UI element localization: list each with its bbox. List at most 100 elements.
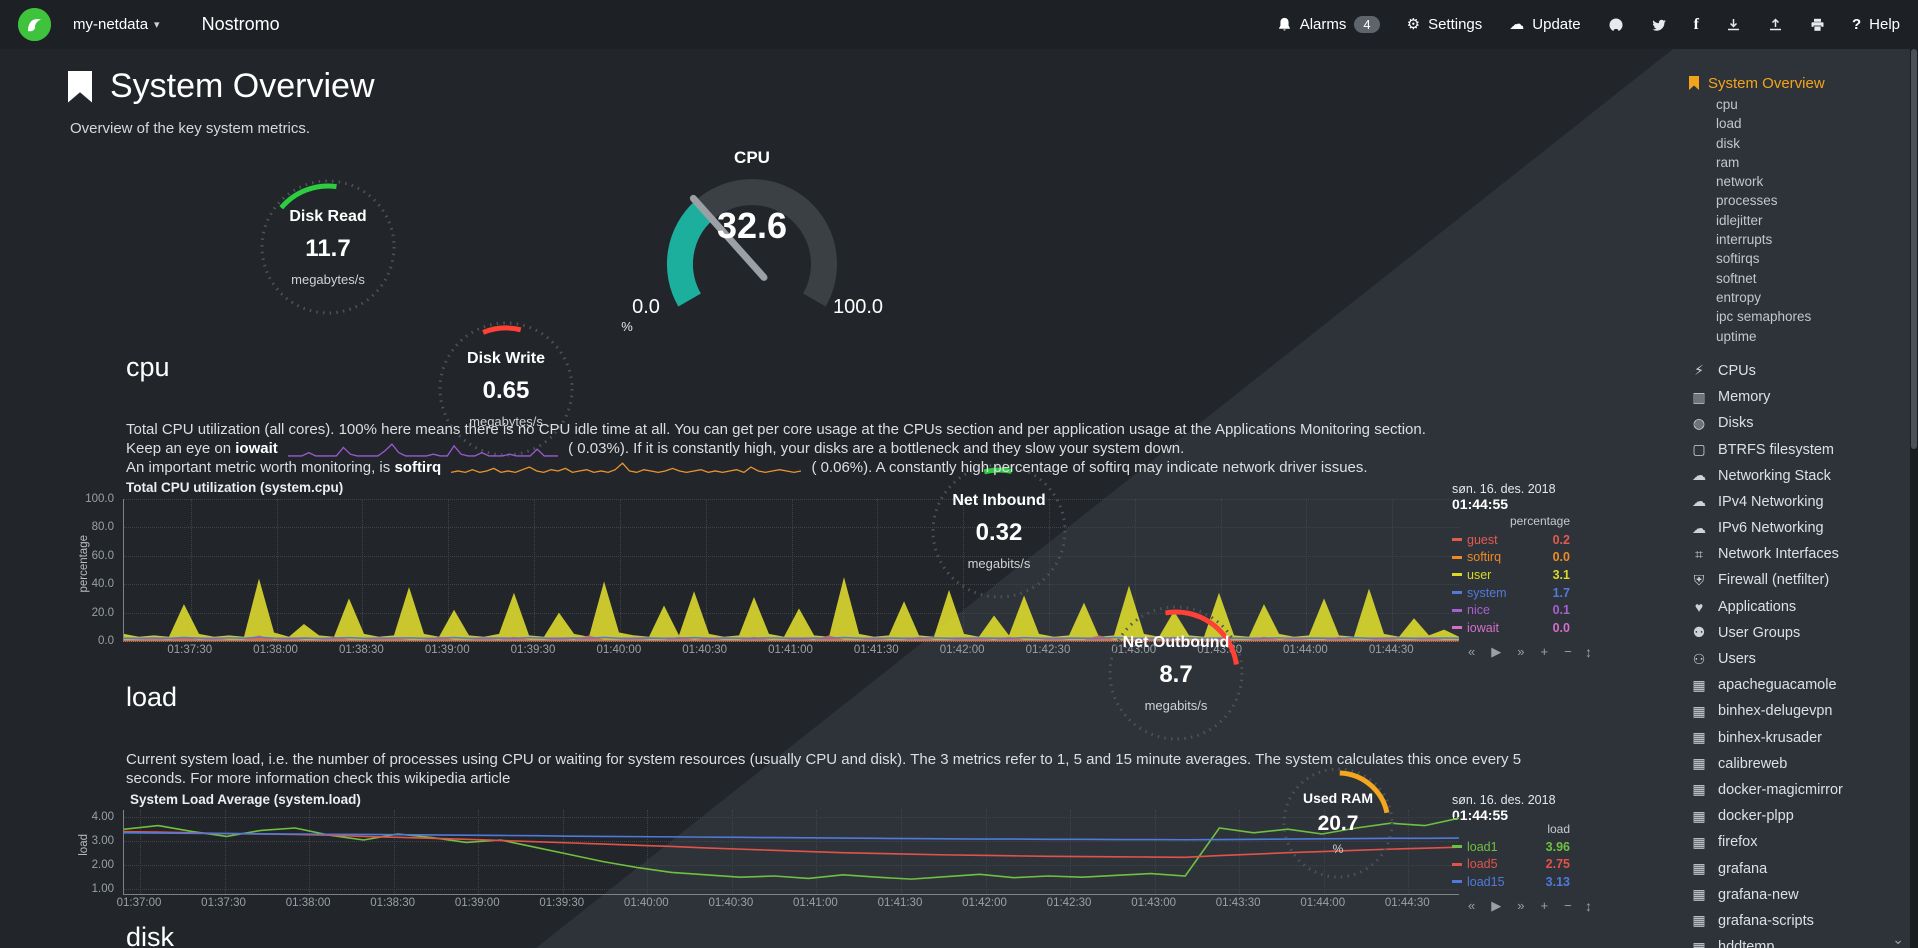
cloud-icon: ☁ xyxy=(1692,519,1706,536)
help-button[interactable]: ? Help xyxy=(1852,16,1900,33)
chart-pan-left-button[interactable]: « xyxy=(1468,898,1476,913)
iowait-sparkline[interactable] xyxy=(288,442,558,457)
sidebar-subitem-processes[interactable]: processes xyxy=(1716,193,1778,209)
sidebar-subitem-softirqs[interactable]: softirqs xyxy=(1716,251,1760,267)
netdata-logo[interactable] xyxy=(18,8,51,41)
sidebar-item-label: BTRFS filesystem xyxy=(1718,441,1835,458)
scrollbar-thumb[interactable] xyxy=(1911,49,1917,449)
legend-item-nice[interactable]: nice 0.1 xyxy=(1452,601,1570,619)
sidebar-subitem-entropy[interactable]: entropy xyxy=(1716,289,1762,305)
gauge-title: Disk Write xyxy=(467,349,545,367)
x-tick-label: 01:38:30 xyxy=(339,644,384,656)
chart-play-button[interactable]: ▶ xyxy=(1491,644,1502,659)
chart-yaxis: 100.0 80.0 60.0 40.0 20.0 0.0 xyxy=(58,493,114,647)
sidebar-item-binhex-krusader[interactable]: ▦ binhex-krusader xyxy=(1689,724,1910,750)
sidebar-subitem-softnet[interactable]: softnet xyxy=(1716,270,1757,286)
page-subtitle: Overview of the key system metrics. xyxy=(70,120,311,137)
sidebar-item-user-groups[interactable]: ⚉ User Groups xyxy=(1689,620,1910,646)
legend-item-load15[interactable]: load15 3.13 xyxy=(1452,873,1570,891)
sidebar-item-firefox[interactable]: ▦ firefox xyxy=(1689,829,1910,855)
legend-value: 3.13 xyxy=(1545,874,1570,889)
sidebar-item-system-overview[interactable]: System Overview xyxy=(1689,71,1910,95)
sidebar-subitem-load[interactable]: load xyxy=(1716,116,1742,132)
sidebar-item-ipv4-networking[interactable]: ☁ IPv4 Networking xyxy=(1689,489,1910,515)
sidebar-item-docker-magicmirror[interactable]: ▦ docker-magicmirror xyxy=(1689,777,1910,803)
sidebar-subitem-interrupts[interactable]: interrupts xyxy=(1716,232,1773,248)
chart-play-button[interactable]: ▶ xyxy=(1491,898,1502,913)
gauge-value: 11.7 xyxy=(305,234,351,262)
chart-zoom-out-button[interactable]: − xyxy=(1564,898,1572,913)
sidebar-item-grafana-scripts[interactable]: ▦ grafana-scripts xyxy=(1689,908,1910,934)
gauge-used-ram[interactable]: Used RAM 20.7 % xyxy=(1279,764,1397,882)
legend-item-system[interactable]: system 1.7 xyxy=(1452,584,1570,602)
gauge-disk-write[interactable]: Disk Write 0.65 megabytes/s xyxy=(435,318,577,460)
legend-item-load1[interactable]: load1 3.96 xyxy=(1452,838,1570,856)
sidebar-item-networking-stack[interactable]: ☁ Networking Stack xyxy=(1689,463,1910,489)
twitter-icon[interactable] xyxy=(1651,18,1667,32)
sidebar-subitem-ipc-semaphores[interactable]: ipc semaphores xyxy=(1716,309,1812,325)
sidebar-item-label: Network Interfaces xyxy=(1718,546,1839,563)
sidebar-item-hddtemp[interactable]: ▦ hddtemp xyxy=(1689,934,1910,948)
chart-pan-left-button[interactable]: « xyxy=(1468,644,1476,659)
chart-zoom-in-button[interactable]: + xyxy=(1540,644,1549,659)
x-tick-label: 01:43:00 xyxy=(1111,644,1157,656)
chart-pan-right-button[interactable]: » xyxy=(1517,644,1525,659)
cpu-gauge-title: CPU xyxy=(734,148,770,167)
chart-resize-handle[interactable]: ↕ xyxy=(1585,898,1592,914)
sidebar-item-grafana-new[interactable]: ▦ grafana-new xyxy=(1689,882,1910,908)
sidebar-subitem-idlejitter[interactable]: idlejitter xyxy=(1716,212,1763,228)
sidebar-scroll-chevron-icon[interactable]: ⌄ xyxy=(1892,931,1904,947)
download-snapshot-icon[interactable] xyxy=(1726,18,1741,32)
gear-icon: ⚙ xyxy=(1406,16,1421,33)
legend-item-softirq[interactable]: softirq 0.0 xyxy=(1452,549,1570,567)
legend-item-iowait[interactable]: iowait 0.0 xyxy=(1452,619,1570,637)
facebook-icon[interactable]: f xyxy=(1693,15,1699,33)
sidebar-item-disks[interactable]: ◍ Disks xyxy=(1689,410,1910,436)
alarms-button[interactable]: Alarms 4 xyxy=(1277,16,1380,33)
legend-item-guest[interactable]: guest 0.2 xyxy=(1452,531,1570,549)
sidebar-subitem-network[interactable]: network xyxy=(1716,174,1764,190)
load-chart-plot[interactable] xyxy=(123,810,1459,895)
chart-zoom-out-button[interactable]: − xyxy=(1564,644,1572,659)
settings-button[interactable]: ⚙ Settings xyxy=(1407,16,1483,33)
chart-pan-right-button[interactable]: » xyxy=(1517,898,1525,913)
sidebar-item-network-interfaces[interactable]: ⌗ Network Interfaces xyxy=(1689,541,1910,567)
chart-zoom-in-button[interactable]: + xyxy=(1540,898,1549,913)
cpu-gauge[interactable] xyxy=(622,164,882,314)
page-title: System Overview xyxy=(68,67,375,106)
chart-resize-handle[interactable]: ↕ xyxy=(1585,644,1592,660)
x-tick-label: 01:39:00 xyxy=(454,897,500,909)
sidebar-item-users[interactable]: ⚇ Users xyxy=(1689,646,1910,672)
update-button[interactable]: ☁ Update xyxy=(1509,16,1580,33)
sidebar-item-calibreweb[interactable]: ▦ calibreweb xyxy=(1689,751,1910,777)
sidebar-subitem-ram[interactable]: ram xyxy=(1716,154,1740,170)
cpu-gauge-max: 100.0 xyxy=(832,296,884,318)
softirq-sparkline[interactable] xyxy=(451,461,801,476)
bookmark-icon[interactable] xyxy=(68,70,92,103)
legend-item-user[interactable]: user 3.1 xyxy=(1452,566,1570,584)
sidebar-item-binhex-delugevpn[interactable]: ▦ binhex-delugevpn xyxy=(1689,698,1910,724)
sidebar-item-grafana[interactable]: ▦ grafana xyxy=(1689,855,1910,881)
upload-snapshot-icon[interactable] xyxy=(1768,17,1783,32)
github-icon[interactable] xyxy=(1608,17,1624,33)
sidebar-item-cpus[interactable]: ⚡ CPUs xyxy=(1689,358,1910,384)
sidebar-item-label: hddtemp xyxy=(1718,939,1775,948)
my-netdata-dropdown[interactable]: my-netdata ▾ xyxy=(73,16,160,33)
cpu-chart-plot[interactable] xyxy=(123,499,1459,642)
legend-item-load5[interactable]: load5 2.75 xyxy=(1452,856,1570,874)
gauge-disk-read[interactable]: Disk Read 11.7 megabytes/s xyxy=(257,176,399,318)
sidebar-item-btrfs-filesystem[interactable]: ▢ BTRFS filesystem xyxy=(1689,436,1910,462)
sidebar-item-docker-plpp[interactable]: ▦ docker-plpp xyxy=(1689,803,1910,829)
sidebar-item-firewall-netfilter-[interactable]: ⛨ Firewall (netfilter) xyxy=(1689,567,1910,593)
sidebar-subitem-uptime[interactable]: uptime xyxy=(1716,328,1757,344)
sidebar-item-applications[interactable]: ♥ Applications xyxy=(1689,594,1910,620)
sidebar-item-apacheguacamole[interactable]: ▦ apacheguacamole xyxy=(1689,672,1910,698)
sidebar-subitem-disk[interactable]: disk xyxy=(1716,135,1741,151)
y-tick-label: 60.0 xyxy=(91,549,114,562)
sidebar-subitem-cpu[interactable]: cpu xyxy=(1716,97,1738,112)
gauge-net-outbound[interactable]: Net Outbound 8.7 megabits/s xyxy=(1105,602,1247,744)
print-icon[interactable] xyxy=(1810,18,1825,32)
sidebar-item-memory[interactable]: ▥ Memory xyxy=(1689,384,1910,410)
sidebar-item-ipv6-networking[interactable]: ☁ IPv6 Networking xyxy=(1689,515,1910,541)
gauge-net-inbound[interactable]: Net Inbound 0.32 megabits/s xyxy=(928,460,1070,602)
